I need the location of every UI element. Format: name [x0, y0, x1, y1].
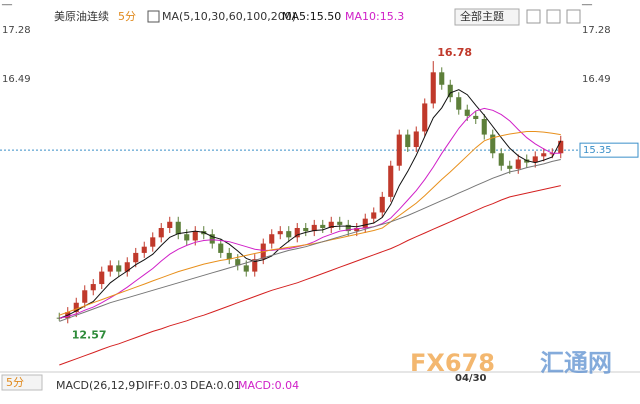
candle-body — [107, 265, 113, 272]
candle-body — [286, 231, 292, 238]
candle-body — [133, 252, 139, 263]
watermark: FX678 — [410, 349, 495, 377]
candle-body — [56, 317, 62, 319]
min-label: 12.57 — [72, 328, 107, 341]
ma-line — [59, 159, 561, 322]
candle-body — [371, 212, 377, 219]
watermark: 汇通网 — [540, 349, 612, 377]
candle-body — [354, 228, 360, 232]
candle-body — [490, 134, 496, 154]
candle-body — [328, 221, 334, 228]
candle-body — [439, 72, 445, 85]
candle-body — [447, 84, 453, 98]
ma-icon[interactable] — [147, 10, 160, 23]
candle-body — [311, 224, 317, 232]
date-label: 04/30 — [455, 373, 487, 384]
candle-body — [141, 246, 147, 253]
candle-body — [337, 221, 343, 225]
candle-body — [320, 224, 326, 228]
period[interactable]: 5分 — [118, 10, 136, 23]
candle-body — [303, 228, 309, 232]
ma-line — [59, 107, 561, 319]
candle-body — [413, 131, 419, 148]
y-tick-label: 16.49 — [2, 74, 31, 85]
theme-label[interactable]: 全部主题 — [460, 9, 504, 23]
candle-body — [498, 153, 504, 166]
candle-body — [405, 134, 411, 148]
y-tick-label: 17.28 — [2, 25, 31, 36]
candle-body — [175, 221, 181, 235]
candle-body — [464, 109, 470, 116]
candle-body — [277, 231, 283, 235]
candle-body — [99, 271, 105, 285]
y-tick-label: __ — [581, 0, 593, 6]
candle-body — [252, 259, 258, 272]
period-selector[interactable] — [1, 374, 43, 391]
indicator: MA(5,10,30,60,100,200) — [162, 10, 296, 23]
toolbar-button[interactable] — [546, 9, 561, 24]
candle-body — [456, 97, 462, 110]
candle-body — [192, 231, 198, 241]
last-price-box — [579, 142, 639, 158]
candle-body — [226, 252, 232, 260]
max-label: 16.78 — [437, 46, 472, 59]
ma5-legend: MA5:15.50 — [282, 10, 341, 23]
y-tick-label: __ — [1, 0, 13, 6]
candle-body — [116, 265, 122, 272]
candle-body — [388, 165, 394, 197]
diff-label: DIFF:0.03 — [136, 379, 188, 392]
candle-body — [362, 218, 368, 228]
candle-body — [218, 243, 224, 253]
candle-body — [209, 234, 215, 244]
dea-label: DEA:0.01 — [190, 379, 241, 392]
candle-body — [532, 156, 538, 163]
candle-body — [422, 103, 428, 132]
candle-body — [507, 165, 513, 169]
candle-body — [184, 234, 190, 241]
candle-body — [558, 140, 564, 154]
candle-body — [269, 234, 275, 244]
y-tick-label: 16.49 — [582, 74, 611, 85]
ma10-legend: MA10:15.3 — [345, 10, 404, 23]
candle-body — [379, 196, 385, 213]
footer-period[interactable]: 5分 — [6, 376, 24, 389]
candle-body — [515, 159, 521, 169]
candle-body — [396, 134, 402, 166]
theme-button[interactable] — [454, 8, 520, 26]
y-tick-label: 17.28 — [582, 25, 611, 36]
toolbar-button[interactable] — [526, 9, 541, 24]
candle-body — [124, 262, 130, 272]
candle-body — [235, 259, 241, 266]
candle-body — [243, 265, 249, 272]
last-price-label: 15.35 — [583, 145, 612, 156]
candle-body — [294, 228, 300, 238]
candle-body — [345, 224, 351, 232]
candle-body — [158, 228, 164, 238]
ma-line — [59, 185, 561, 366]
ma-line — [59, 131, 561, 316]
toolbar-button[interactable] — [566, 9, 581, 24]
candle-body — [481, 119, 487, 135]
candle-body — [73, 302, 79, 313]
candle-body — [150, 237, 156, 247]
candle-body — [167, 221, 173, 228]
candle-body — [82, 290, 88, 303]
candle-body — [541, 153, 547, 157]
candle-body — [473, 115, 479, 120]
macd-label: MACD(26,12,9) — [56, 379, 140, 392]
ma-line — [59, 89, 562, 319]
candle-body — [430, 72, 436, 104]
candle-body — [90, 284, 96, 291]
macd-value: MACD:0.04 — [238, 379, 299, 392]
symbol: 美原油连续 — [54, 9, 109, 23]
